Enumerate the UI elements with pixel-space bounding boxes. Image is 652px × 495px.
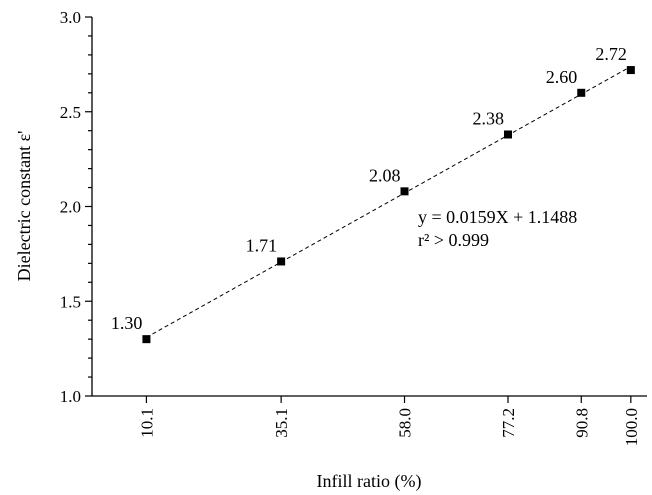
point-labels: 1.30 1.71 2.08 2.38 2.60 2.72 [111, 44, 627, 333]
x-axis-title: Infill ratio (%) [317, 471, 422, 492]
x-tick-label: 58.0 [396, 408, 415, 438]
x-tick-label: 10.1 [137, 408, 156, 438]
y-axis-title: Dielectric constant ε' [14, 131, 34, 282]
data-point [400, 187, 409, 196]
data-label: 1.71 [246, 235, 278, 255]
data-label: 2.72 [595, 44, 627, 64]
x-tick-label: 90.8 [572, 408, 591, 438]
data-point [626, 66, 635, 75]
y-tick-label: 1.5 [60, 292, 81, 311]
data-point [142, 335, 151, 344]
x-tick-label: 100.0 [622, 408, 641, 446]
fit-equation: y = 0.0159X + 1.1488 [418, 207, 577, 227]
data-point [277, 257, 286, 266]
y-tick-label: 3.0 [60, 8, 81, 27]
x-tick-label: 77.2 [499, 408, 518, 438]
data-point [503, 130, 512, 139]
data-label: 2.60 [546, 67, 578, 87]
data-label: 1.30 [111, 313, 143, 333]
x-ticks: 10.1 35.1 58.0 77.2 90.8 100.0 [137, 396, 641, 446]
y-tick-label: 2.5 [60, 103, 81, 122]
y-ticks: 1.0 1.5 2.0 2.5 3.0 [60, 8, 92, 406]
data-point [577, 88, 586, 97]
y-tick-label: 2.0 [60, 198, 81, 217]
data-label: 2.08 [369, 165, 401, 185]
x-tick-label: 35.1 [272, 408, 291, 438]
fit-layer [146, 66, 632, 338]
data-label: 2.38 [472, 108, 504, 128]
fit-line [146, 66, 632, 338]
y-tick-label: 1.0 [60, 387, 81, 406]
data-points [142, 66, 635, 344]
r-squared-label: r² > 0.999 [418, 230, 489, 250]
